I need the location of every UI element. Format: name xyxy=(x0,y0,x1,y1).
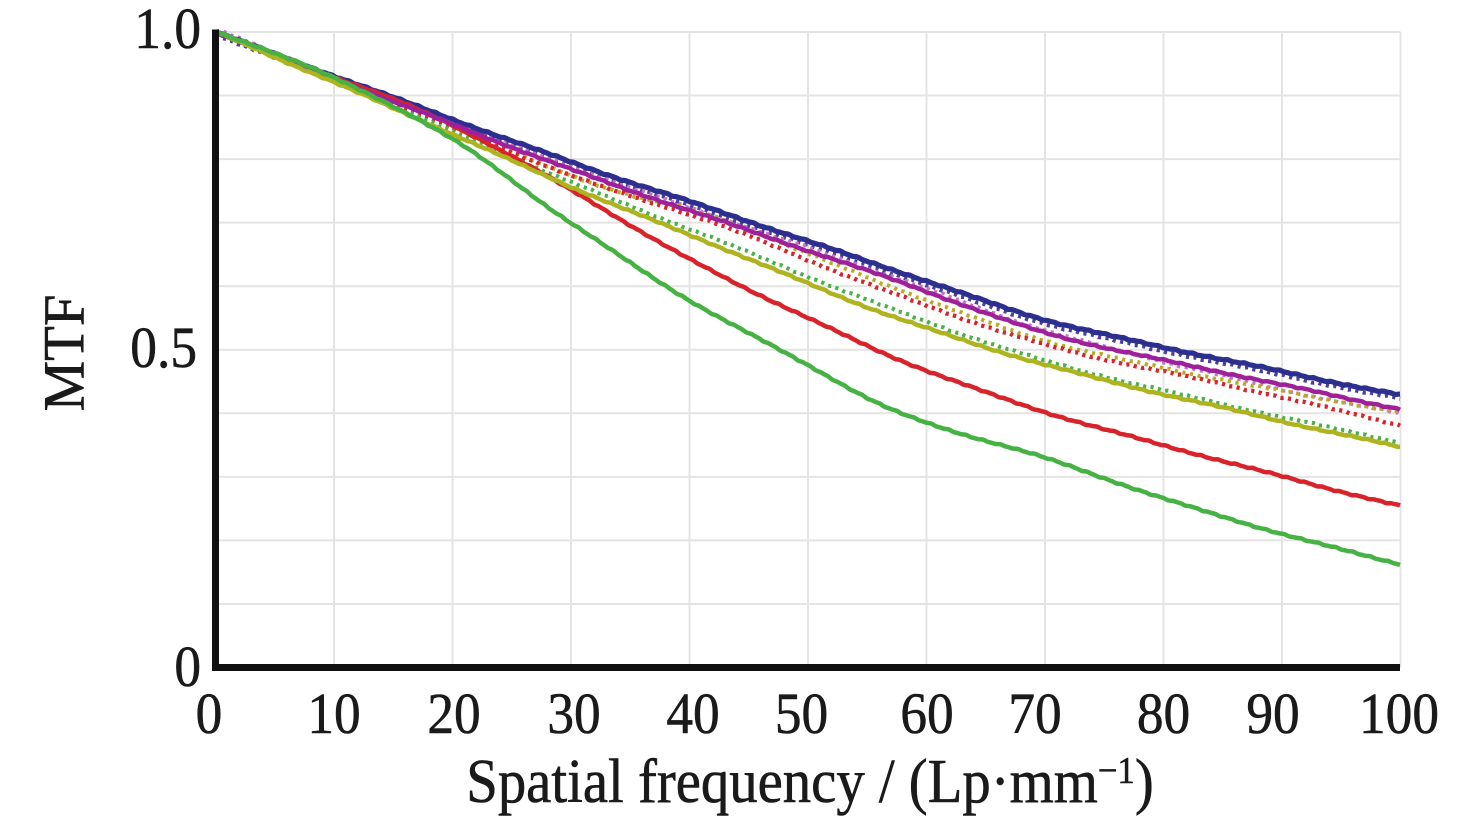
svg-text:50: 50 xyxy=(775,682,828,747)
svg-text:80: 80 xyxy=(1137,682,1190,747)
svg-text:0.5: 0.5 xyxy=(130,316,197,381)
svg-text:1.0: 1.0 xyxy=(134,0,201,62)
svg-text:0: 0 xyxy=(174,635,201,700)
svg-text:0: 0 xyxy=(196,682,223,747)
svg-text:90: 90 xyxy=(1246,682,1299,747)
svg-text:70: 70 xyxy=(1008,682,1061,747)
svg-text:60: 60 xyxy=(900,682,953,747)
svg-text:20: 20 xyxy=(427,682,480,747)
svg-text:10: 10 xyxy=(307,682,360,747)
svg-text:Spatial frequency / (Lp·mm−1): Spatial frequency / (Lp·mm−1) xyxy=(466,747,1153,816)
svg-text:MTF: MTF xyxy=(33,295,97,412)
svg-text:100: 100 xyxy=(1359,682,1439,747)
svg-text:30: 30 xyxy=(547,682,600,747)
svg-text:40: 40 xyxy=(666,682,719,747)
